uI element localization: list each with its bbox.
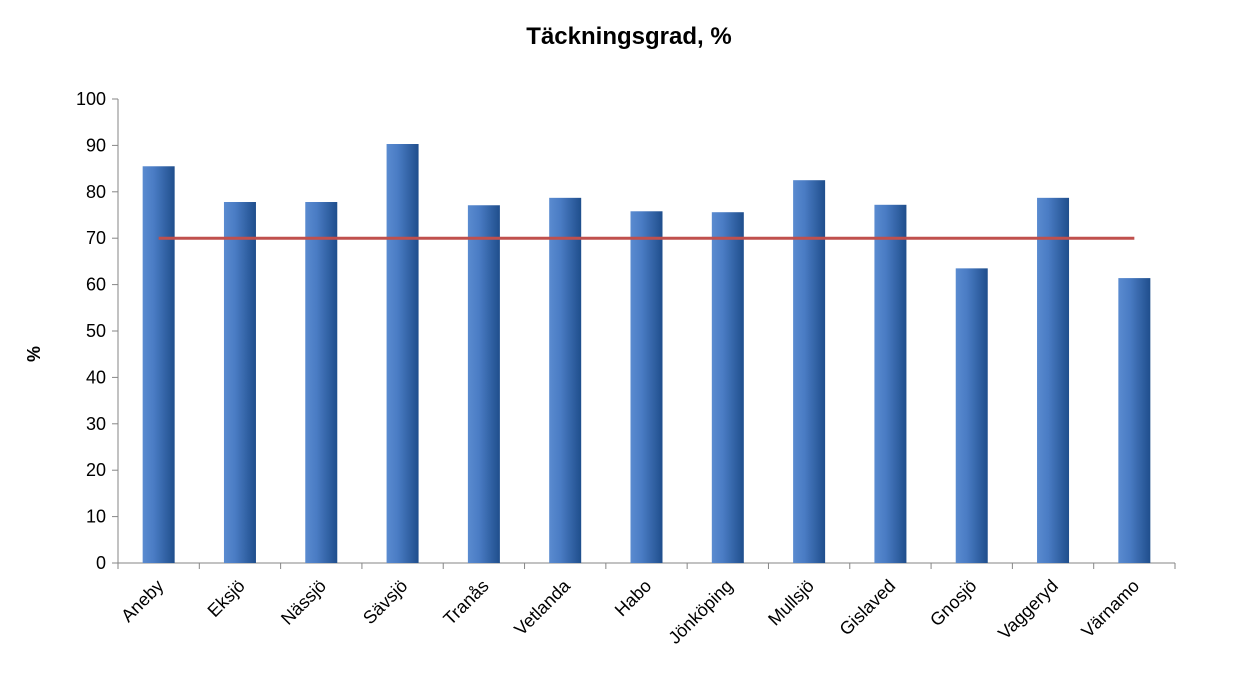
x-tick-label: Gislaved <box>836 576 900 640</box>
y-tick-label: 90 <box>86 135 106 155</box>
bar-aneby <box>142 166 175 563</box>
y-tick-label: 100 <box>76 89 106 109</box>
bar-eksjö <box>223 202 256 563</box>
y-tick-label: 20 <box>86 460 106 480</box>
bar-nässjö <box>305 202 338 563</box>
y-tick-label: 10 <box>86 507 106 527</box>
x-tick-label: Tranås <box>439 576 492 629</box>
x-axis-labels: Aneby Eksjö Nässjö Sävsjö Tranås Vetlanda Habo… <box>117 575 1143 648</box>
x-tick-label: Habo <box>611 576 656 621</box>
y-tick-label: 30 <box>86 414 106 434</box>
y-tick-label: 40 <box>86 367 106 387</box>
bar-gislaved <box>874 204 907 564</box>
x-tick-label: Vaggeryd <box>994 576 1062 644</box>
bar-jönköping <box>711 212 744 563</box>
bar-värnamo <box>1118 278 1151 563</box>
x-tick-label: Vetlanda <box>510 575 574 639</box>
x-tick-label: Värnamo <box>1077 576 1143 642</box>
y-tick-label: 60 <box>86 275 106 295</box>
y-tick-label: 0 <box>96 553 106 573</box>
bar-sävsjö <box>386 144 419 563</box>
x-tick-label: Aneby <box>117 576 167 626</box>
bars <box>142 144 1151 564</box>
x-tick-label: Mullsjö <box>764 576 818 630</box>
bar-vaggeryd <box>1037 197 1070 563</box>
bar-tranås <box>467 205 500 564</box>
bar-vetlanda <box>549 197 582 563</box>
x-tick-label: Nässjö <box>277 576 330 629</box>
bar-mullsjö <box>793 180 826 563</box>
bar-gnosjö <box>955 268 988 563</box>
x-tick-label: Gnosjö <box>926 576 980 630</box>
y-tick-label: 80 <box>86 182 106 202</box>
bar-habo <box>630 211 663 563</box>
x-tick-label: Eksjö <box>204 576 249 621</box>
x-tick-label: Sävsjö <box>359 576 411 628</box>
y-tick-label: 70 <box>86 228 106 248</box>
x-tick-label: Jönköping <box>664 576 736 648</box>
y-axis-label: % <box>24 346 44 362</box>
y-tick-label: 50 <box>86 321 106 341</box>
axes: 0 10 20 30 40 50 60 70 80 90 100 <box>76 89 1176 573</box>
chart-title: Täckningsgrad, % <box>526 23 731 50</box>
